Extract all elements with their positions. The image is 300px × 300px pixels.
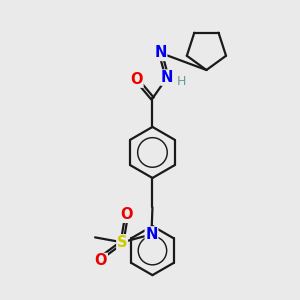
Text: N: N xyxy=(161,70,173,85)
Text: H: H xyxy=(177,75,187,88)
Text: N: N xyxy=(145,227,158,242)
Text: O: O xyxy=(120,207,132,222)
Text: S: S xyxy=(117,235,127,250)
Text: O: O xyxy=(130,72,143,87)
Text: O: O xyxy=(95,254,107,268)
Text: N: N xyxy=(154,45,167,60)
